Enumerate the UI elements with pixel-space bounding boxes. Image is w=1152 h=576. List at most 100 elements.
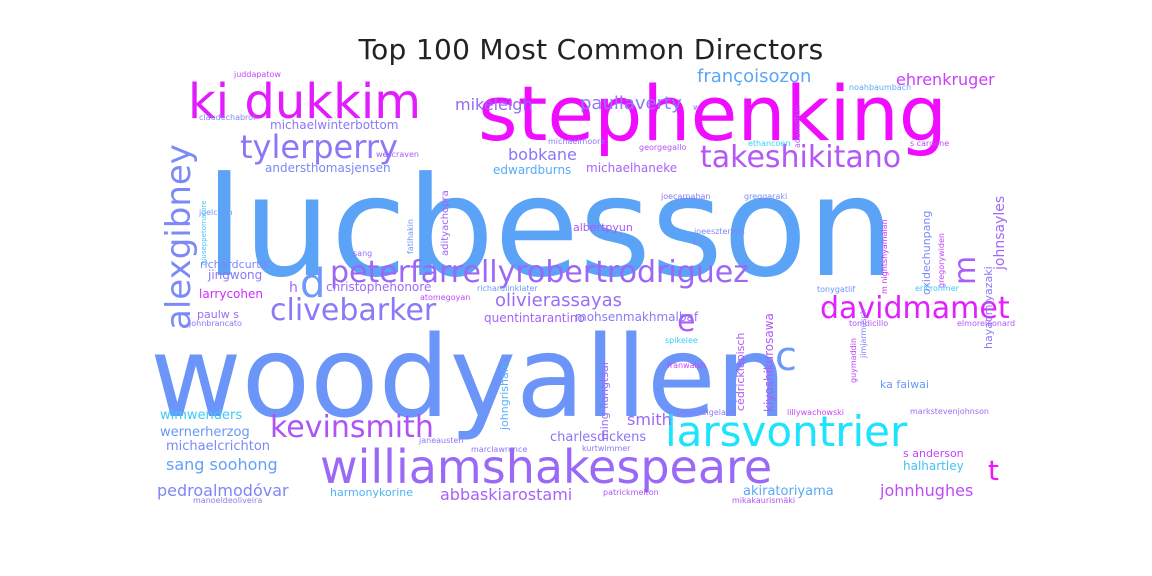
word-michaelwinterbottom: michaelwinterbottom	[270, 118, 398, 132]
word-stephenking: stephenking	[478, 69, 947, 158]
word-michaelcrichton: michaelcrichton	[166, 439, 270, 454]
word-mohsenmakhmalbaf: mohsenmakhmalbaf	[575, 310, 699, 324]
word-spikelee: spikelee	[665, 336, 698, 345]
word-kevinsmith: kevinsmith	[270, 410, 434, 445]
word-johnsayles: johnsayles	[992, 196, 1008, 271]
word-mikeleigh: mikeleigh	[455, 95, 533, 114]
word-peterfarrellyrobertrodriguez: peterfarrellyrobertrodriguez	[330, 255, 749, 290]
word-m-nightshyamalan: m nightshyamalan	[880, 219, 889, 294]
word-fatihakin: fatihakin	[406, 219, 415, 254]
word-joelcoen: joelcoen	[198, 208, 233, 217]
word-lucbesson: lucbesson	[205, 147, 895, 308]
word-h: h	[289, 280, 298, 296]
word-christophehonor: christophehonoré	[326, 280, 431, 294]
word-janeausten: janeausten	[418, 436, 463, 445]
word-jimjarmusch: jimjarmusch	[859, 309, 868, 359]
word-alexgibney: alexgibney	[159, 144, 199, 330]
word-richardcurtis: richardcurtis	[200, 258, 270, 271]
word-adityachopra: adityachopra	[440, 190, 451, 256]
word-greggaraki: greggaraki	[744, 192, 787, 201]
word-ehrenkruger: ehrenkruger	[896, 70, 995, 89]
word-abbaskiarostami: abbaskiarostami	[440, 485, 572, 504]
word-davidmamet: davidmamet	[820, 291, 1010, 326]
word-tonygatlif: tonygatlif	[817, 285, 855, 294]
word-lillywachowski: lillywachowski	[787, 408, 844, 417]
word-clivebarker: clivebarker	[270, 293, 437, 328]
word-oxidechunpang: oxidechunpang	[920, 211, 933, 295]
word-wimwenders: wimwenders	[160, 408, 242, 423]
word-johngrisham: johngrisham	[498, 362, 511, 431]
word-paullaverty: paullaverty	[580, 93, 682, 114]
word-s-cardone: s cardone	[910, 139, 949, 148]
word-larrycohen: larrycohen	[199, 287, 263, 301]
word-d: d	[300, 261, 325, 307]
word-larsvontrier: larsvontrier	[665, 407, 908, 456]
word-m: m	[948, 256, 983, 285]
word-adamrifkin: adamrifkin	[793, 105, 802, 148]
word-guymaddin: guymaddin	[849, 338, 858, 383]
word-hayaomiyazaki: hayaomiyazaki	[982, 266, 995, 349]
word-woodyallen: woodyallen	[150, 313, 787, 443]
word-wernerherzog: wernerherzog	[160, 425, 250, 440]
word-olivierassayas: olivierassayas	[495, 290, 622, 311]
word-markstevenjohnson: markstevenjohnson	[910, 407, 989, 416]
word-brianhelgeland: brianhelgeland	[676, 408, 736, 417]
word-patrickmelton: patrickmelton	[603, 488, 659, 497]
word-michaelmoore: michaelmoore	[548, 137, 605, 146]
word-franwalsh: franwalsh	[667, 361, 706, 370]
word-sang: sang	[353, 249, 372, 258]
word-akiratoriyama: akiratoriyama	[743, 484, 834, 499]
word-fran-oisozon: françoisozon	[697, 66, 811, 87]
word-wescraven: wescraven	[376, 150, 419, 159]
word-w: w	[693, 103, 700, 112]
word-richardlinklater: richardlinklater	[477, 284, 538, 293]
word-smith: smith	[627, 410, 672, 429]
word-ericrohmer: ericrohmer	[915, 284, 960, 293]
word-albertpyun: albertpyun	[573, 221, 633, 234]
chart-title: Top 100 Most Common Directors	[358, 33, 824, 66]
word-williamshakespeare: williamshakespeare	[320, 440, 772, 494]
word-joeeszterhas: joeeszterhas	[693, 227, 745, 236]
word-c: c	[775, 334, 797, 380]
word-paulw-s: paulw s	[197, 308, 239, 321]
word-jingwong: jingwong	[207, 268, 262, 282]
word-halhartley: halhartley	[903, 459, 964, 473]
word-ki-dukkim: ki dukkim	[188, 74, 421, 130]
word-ka-faiwai: ka faiwai	[880, 378, 929, 391]
word-kiyoshikurosawa: kiyoshikurosawa	[762, 313, 776, 412]
word-edwardburns: edwardburns	[493, 163, 571, 177]
word-e: e	[677, 304, 695, 339]
word-marclawrence: marclawrence	[471, 445, 527, 454]
word-bobkane: bobkane	[508, 145, 577, 164]
word-noahbaumbach: noahbaumbach	[849, 83, 911, 92]
word-takeshikitano: takeshikitano	[700, 140, 901, 175]
word-johnbrancato: johnbrancato	[188, 319, 242, 328]
word-michaelhaneke: michaelhaneke	[586, 161, 677, 175]
word-tomdicillo: tomdicillo	[849, 319, 888, 328]
word-elmoreleonard: elmoreleonard	[957, 319, 1015, 328]
word-johnhughes: johnhughes	[879, 481, 973, 500]
word-c-dricklapisch: cédricklapisch	[734, 333, 747, 411]
word-ming-liangtsai: ming liangtsai	[598, 362, 611, 440]
word-sang-soohong: sang soohong	[166, 455, 278, 474]
word-l: l	[693, 238, 695, 247]
word-claudechabrol: claudechabrol	[199, 113, 255, 122]
word-georgegallo: georgegallo	[639, 143, 686, 152]
word-ethancoen: ethancoen	[748, 139, 790, 148]
word-manoeldeoliveira: manoeldeoliveira	[193, 496, 262, 505]
word-charlesdickens: charlesdickens	[550, 430, 646, 445]
word-kurtwimmer: kurtwimmer	[582, 444, 631, 453]
word-t: t	[988, 454, 999, 487]
word-tylerperry: tylerperry	[240, 128, 398, 166]
word-pedroalmod-var: pedroalmodóvar	[157, 481, 289, 500]
word-mikakaurism-ki: mikakaurismäki	[732, 496, 795, 505]
word-atomegoyan: atomegoyan	[420, 293, 470, 302]
word-s-anderson: s anderson	[903, 447, 964, 460]
word-juddapatow: juddapatow	[233, 70, 281, 79]
word-quentintarantino: quentintarantino	[484, 311, 585, 325]
word-harmonykorine: harmonykorine	[330, 486, 413, 499]
word-joecarnahan: joecarnahan	[660, 192, 711, 201]
word-gregorywiden: gregorywiden	[937, 233, 946, 288]
word-andersthomasjensen: andersthomasjensen	[265, 161, 391, 175]
